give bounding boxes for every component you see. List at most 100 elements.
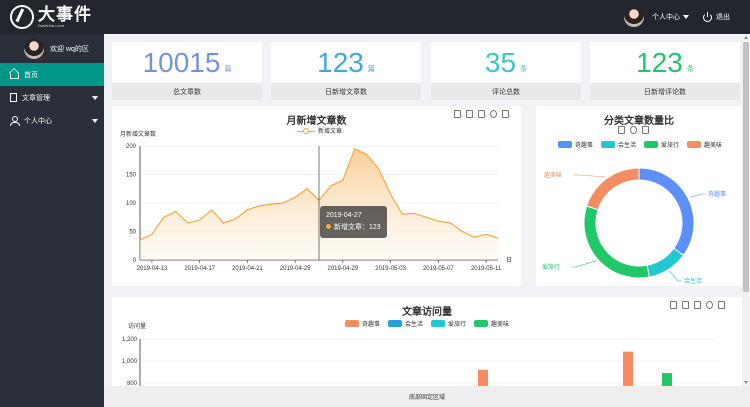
logo-subtitle: DashiJian.com — [38, 23, 65, 28]
bar-chart[interactable]: 访问量 1,200 1,000 800 — [112, 297, 742, 386]
legend-item[interactable]: 趣美味 — [687, 140, 722, 149]
logo-title: 大事件 — [38, 5, 92, 24]
home-icon — [10, 73, 19, 79]
legend-label: 趣美味 — [491, 322, 510, 328]
logo-icon — [10, 5, 34, 29]
legend-label: 奇趣事 — [575, 143, 594, 149]
legend-label: 新增文章 — [318, 129, 343, 135]
logout-link[interactable]: 退出 — [716, 14, 730, 21]
tooltip-date: 2019-04-27 — [326, 212, 362, 219]
data-view-icon[interactable] — [618, 126, 625, 134]
legend-swatch — [687, 141, 702, 148]
stat-value: 123 — [636, 46, 683, 78]
download-icon[interactable] — [718, 301, 725, 309]
stat-card-total-comments: 35 条 评论总数 — [431, 42, 581, 100]
pie-slice — [646, 247, 685, 278]
chart-title: 月新增文章数 — [286, 116, 347, 127]
pie-label-line — [574, 174, 606, 178]
legend-swatch — [644, 141, 659, 148]
legend-item[interactable]: 爱旅行 — [431, 319, 466, 328]
legend-swatch — [431, 320, 446, 327]
pie-label-line — [669, 270, 682, 282]
legend-item[interactable]: 会生活 — [601, 140, 636, 149]
avatar[interactable] — [24, 38, 44, 59]
bar-legend: 奇趣事 会生活 爱旅行 趣美味 — [345, 319, 509, 328]
sidebar-item-home[interactable]: 首页 — [0, 63, 104, 86]
chart-toolbox — [618, 126, 649, 134]
restore-icon[interactable] — [490, 110, 497, 118]
download-icon[interactable] — [502, 110, 509, 118]
y-tick-label: 150 — [126, 173, 137, 179]
pie-label: 爱旅行 — [542, 263, 560, 271]
x-tick-label: 2019-04-13 — [137, 266, 168, 272]
legend-item[interactable]: 会生活 — [388, 319, 423, 328]
legend-label: 爱旅行 — [448, 322, 467, 328]
legend-label: 爱旅行 — [661, 143, 680, 149]
restore-icon[interactable] — [706, 301, 713, 309]
tooltip-value: 新增文章：123 — [334, 224, 381, 231]
line-chart-panel: 月新增文章数 新增文章 月新增文章数 0 50 100 150 200 2019-04-13… — [112, 106, 521, 286]
legend-item[interactable]: 奇趣事 — [345, 319, 380, 328]
pie-legend: 奇趣事 会生活 爱旅行 趣美味 — [558, 140, 722, 149]
chart-legend[interactable]: 新增文章 — [297, 126, 342, 135]
bar-switch-icon[interactable] — [478, 110, 485, 118]
line-switch-icon[interactable] — [466, 110, 473, 118]
stat-unit: 条 — [686, 65, 694, 73]
line-switch-icon[interactable] — [682, 301, 689, 309]
bar-chart-panel: 文章访问量 奇趣事 会生活 爱旅行 趣美味 访问量 1,200 1,000 800 — [112, 297, 742, 386]
logo[interactable]: 大事件 DashiJian.com — [0, 0, 104, 34]
line-chart[interactable]: 月新增文章数 0 50 100 150 200 2019-04-13 2019-04-17 20… — [112, 106, 521, 286]
y-tick-label: 800 — [127, 381, 138, 386]
pie-slice — [638, 167, 695, 257]
power-icon[interactable] — [703, 11, 712, 22]
footer: 底部固定区域 — [104, 386, 750, 407]
data-view-icon[interactable] — [670, 301, 677, 309]
stat-card-total-articles: 10015 篇 总文章数 — [112, 42, 262, 100]
x-tick-label: 2019-04-21 — [232, 266, 263, 272]
download-icon[interactable] — [642, 126, 649, 134]
pie-chart-panel: 分类文章数量比 奇趣事 会生活 爱旅行 趣美味 奇趣事 会生活 爱旅行 趣美味 — [536, 106, 742, 286]
x-tick-label: 2019-05-07 — [423, 266, 454, 272]
y-tick-label: 100 — [126, 201, 137, 207]
stat-value: 35 — [484, 46, 517, 78]
header-avatar[interactable] — [624, 7, 644, 27]
bar — [662, 373, 672, 386]
legend-item[interactable]: 爱旅行 — [644, 140, 679, 149]
legend-label: 趣美味 — [704, 143, 723, 149]
stat-value: 10015 — [142, 46, 221, 78]
x-axis-unit: 日 — [506, 257, 512, 264]
sidebar-item-label: 文章管理 — [22, 94, 50, 102]
sidebar-item-personal-center[interactable]: 个人中心 — [0, 109, 104, 132]
welcome-text: 欢迎 wq的区 — [50, 45, 89, 53]
sidebar-item-article-management[interactable]: 文章管理 — [0, 86, 104, 109]
user-menu[interactable]: 个人中心 — [652, 14, 680, 21]
legend-label: 奇趣事 — [362, 322, 381, 328]
scrollbar[interactable] — [742, 34, 750, 386]
legend-swatch — [601, 141, 616, 148]
tooltip-dot — [326, 224, 331, 229]
y-tick-label: 1,200 — [122, 337, 138, 343]
legend-item[interactable]: 奇趣事 — [558, 140, 593, 149]
legend-line-icon — [297, 127, 315, 135]
restore-icon[interactable] — [630, 126, 637, 134]
chart-title: 文章访问量 — [402, 307, 452, 318]
footer-text: 底部固定区域 — [408, 395, 445, 401]
stat-label: 评论总数 — [431, 83, 581, 100]
y-tick-label: 0 — [133, 258, 137, 264]
chevron-down-icon[interactable] — [683, 15, 689, 19]
data-view-icon[interactable] — [454, 110, 461, 118]
pie-slice — [586, 167, 640, 211]
pie-slice — [583, 205, 650, 279]
bar — [623, 351, 633, 386]
scroll-up-icon[interactable] — [744, 36, 748, 39]
scrollbar-thumb[interactable] — [743, 42, 749, 292]
legend-label: 会生活 — [618, 143, 637, 149]
scroll-down-icon[interactable] — [744, 381, 748, 384]
x-tick-label: 2019-04-17 — [184, 266, 215, 272]
legend-label: 会生活 — [405, 322, 424, 328]
bar — [478, 369, 488, 386]
legend-item[interactable]: 趣美味 — [474, 319, 509, 328]
person-icon — [10, 116, 20, 126]
bar-switch-icon[interactable] — [694, 301, 701, 309]
